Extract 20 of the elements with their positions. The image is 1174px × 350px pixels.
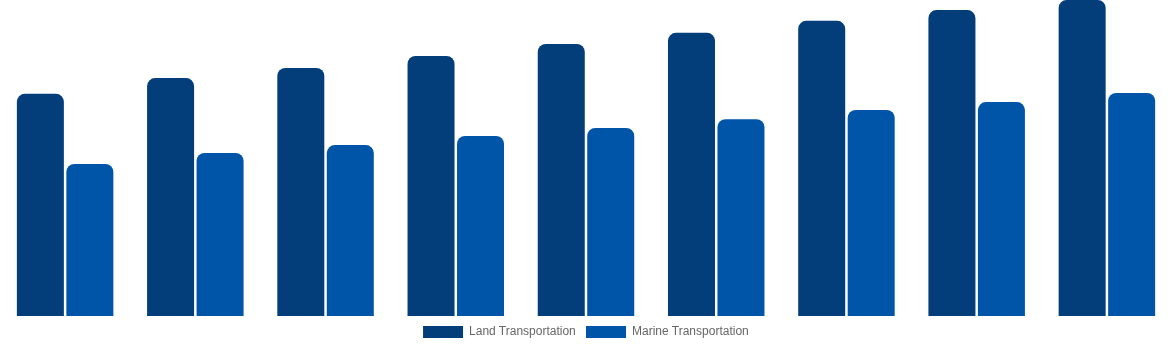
bar [667,32,715,316]
bar [798,20,846,316]
bar [537,43,585,316]
bar [407,55,455,316]
bar [277,67,325,316]
bar [928,10,976,316]
bar [977,102,1025,316]
bar [147,78,195,316]
bar [457,135,505,316]
bar [1058,0,1106,316]
legend-label: Marine Transportation [632,324,749,339]
bar [587,127,635,316]
bar [66,164,114,316]
legend-label: Land Transportation [469,324,576,339]
bar [717,119,765,316]
bar [16,93,64,316]
bar [847,109,895,316]
bar [1108,92,1156,316]
bar [196,152,244,316]
bar [326,145,374,316]
